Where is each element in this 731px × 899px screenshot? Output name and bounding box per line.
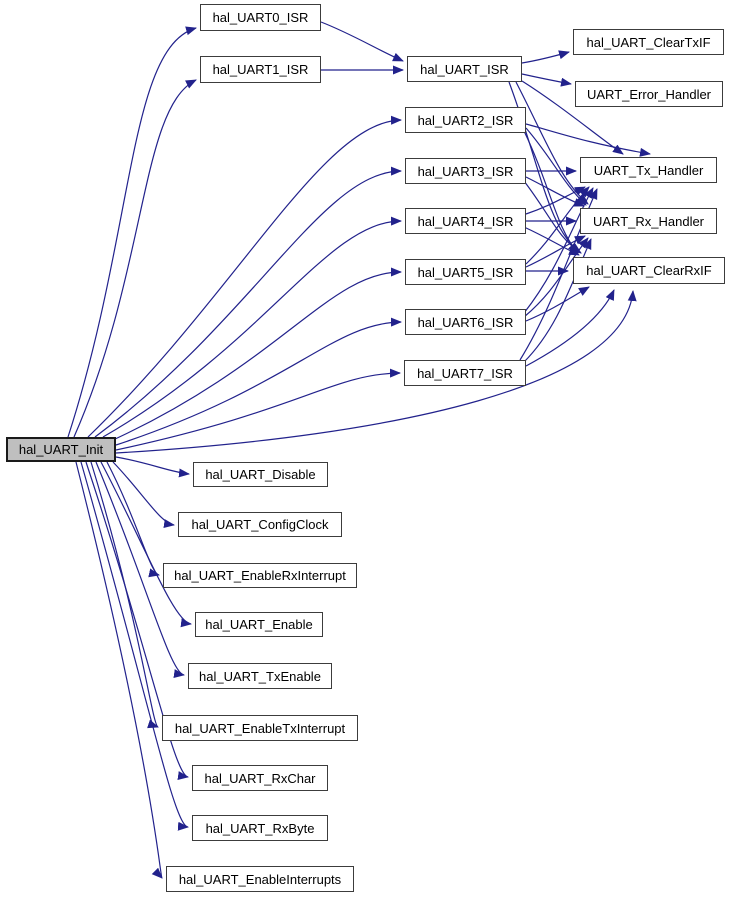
edge-init-to-enabletxint bbox=[90, 461, 159, 728]
edge-init-to-uart5-isr bbox=[112, 267, 402, 441]
node-label: hal_UART_RxByte bbox=[205, 820, 315, 836]
edge-uart4-isr-to-tx-handler bbox=[525, 186, 586, 215]
edge-uart3-isr-to-rx-handler bbox=[525, 176, 585, 207]
node-label: hal_UART_RxChar bbox=[204, 770, 316, 786]
edge-uart6-isr-to-clearrxif bbox=[525, 286, 590, 322]
edge-init-to-configclock bbox=[112, 461, 175, 529]
edge-uart-isr-to-error-handler bbox=[521, 73, 572, 87]
edge-uart-isr-to-cleartxif bbox=[521, 50, 570, 64]
edge-uart6-isr-to-tx-handler bbox=[523, 187, 594, 314]
node-rx-handler[interactable]: UART_Rx_Handler bbox=[580, 208, 717, 234]
node-label: hal_UART_EnableTxInterrupt bbox=[174, 720, 346, 736]
node-rxchar[interactable]: hal_UART_RxChar bbox=[192, 765, 328, 791]
edge-uart7-isr-to-rx-handler bbox=[523, 238, 592, 363]
node-label: hal_UART_EnableInterrupts bbox=[178, 871, 342, 887]
edge-init-to-uart4-isr bbox=[102, 216, 402, 438]
node-label: hal_UART_ISR bbox=[420, 61, 509, 77]
node-uart4-isr[interactable]: hal_UART4_ISR bbox=[405, 208, 526, 234]
node-error-handler[interactable]: UART_Error_Handler bbox=[575, 81, 723, 107]
node-enableints[interactable]: hal_UART_EnableInterrupts bbox=[166, 866, 354, 892]
edge-init-to-rxbyte bbox=[80, 461, 189, 831]
edge-uart7-isr-to-clearrxif bbox=[525, 289, 615, 367]
node-uart0-isr[interactable]: hal_UART0_ISR bbox=[200, 4, 321, 31]
edge-uart4-isr-to-clearrxif bbox=[523, 226, 580, 256]
node-txenable[interactable]: hal_UART_TxEnable bbox=[188, 663, 332, 689]
edge-init-to-disable bbox=[115, 456, 190, 478]
edge-init-to-enableints bbox=[75, 461, 163, 879]
edge-init-to-uart6-isr bbox=[115, 317, 402, 446]
node-label: hal_UART5_ISR bbox=[417, 264, 514, 280]
node-uart3-isr[interactable]: hal_UART3_ISR bbox=[405, 158, 526, 184]
edge-init-to-uart0-isr bbox=[67, 26, 197, 438]
node-label: hal_UART6_ISR bbox=[417, 314, 514, 330]
node-label: hal_UART_ConfigClock bbox=[191, 517, 329, 532]
node-label: hal_UART1_ISR bbox=[212, 62, 309, 77]
node-cleartxif[interactable]: hal_UART_ClearTxIF bbox=[573, 29, 724, 55]
node-enable[interactable]: hal_UART_Enable bbox=[195, 612, 323, 637]
edge-init-to-rxchar bbox=[85, 461, 189, 780]
node-label: hal_UART_ClearRxIF bbox=[586, 263, 712, 278]
node-label: UART_Rx_Handler bbox=[592, 213, 705, 229]
node-label: hal_UART_ClearTxIF bbox=[586, 34, 711, 50]
edge-uart2-isr-to-tx-handler bbox=[525, 123, 651, 157]
node-rxbyte[interactable]: hal_UART_RxByte bbox=[192, 815, 328, 841]
node-label: hal_UART7_ISR bbox=[417, 365, 513, 381]
edge-init-to-uart2-isr bbox=[87, 115, 402, 438]
node-label: UART_Error_Handler bbox=[586, 86, 712, 102]
node-uart5-isr[interactable]: hal_UART5_ISR bbox=[405, 259, 526, 285]
edge-init-to-clearrxif bbox=[115, 290, 637, 454]
node-enablerxint[interactable]: hal_UART_EnableRxInterrupt bbox=[163, 563, 357, 588]
node-uart6-isr[interactable]: hal_UART6_ISR bbox=[405, 309, 526, 335]
node-uart-isr[interactable]: hal_UART_ISR bbox=[407, 56, 522, 82]
node-label: hal_UART3_ISR bbox=[417, 163, 514, 179]
node-label: hal_UART_Enable bbox=[205, 617, 313, 632]
node-label: hal_UART4_ISR bbox=[417, 213, 514, 229]
node-configclock[interactable]: hal_UART_ConfigClock bbox=[178, 512, 342, 537]
edge-uart0-isr-to-uart-isr bbox=[320, 21, 404, 62]
node-label: hal_UART_Disable bbox=[205, 467, 316, 482]
node-init: hal_UART_Init bbox=[6, 437, 116, 462]
node-label: hal_UART0_ISR bbox=[212, 10, 309, 25]
node-clearrxif[interactable]: hal_UART_ClearRxIF bbox=[573, 257, 725, 284]
edge-init-to-uart3-isr bbox=[94, 166, 402, 438]
node-disable[interactable]: hal_UART_Disable bbox=[193, 462, 328, 487]
edge-init-to-uart1-isr bbox=[73, 79, 197, 438]
node-uart2-isr[interactable]: hal_UART2_ISR bbox=[405, 107, 526, 133]
node-enabletxint[interactable]: hal_UART_EnableTxInterrupt bbox=[162, 715, 358, 741]
node-label: hal_UART_Init bbox=[18, 442, 104, 457]
node-uart1-isr[interactable]: hal_UART1_ISR bbox=[200, 56, 321, 83]
node-tx-handler[interactable]: UART_Tx_Handler bbox=[580, 157, 717, 183]
node-label: hal_UART2_ISR bbox=[417, 112, 514, 128]
edge-uart6-isr-to-rx-handler bbox=[523, 237, 589, 318]
node-label: UART_Tx_Handler bbox=[593, 162, 704, 178]
edge-init-to-txenable bbox=[95, 461, 185, 678]
node-uart7-isr[interactable]: hal_UART7_ISR bbox=[404, 360, 526, 386]
node-label: hal_UART_TxEnable bbox=[199, 668, 321, 684]
edge-init-to-uart7-isr bbox=[115, 368, 401, 451]
edge-init-to-enable bbox=[100, 461, 192, 628]
edge-uart5-isr-to-tx-handler bbox=[525, 186, 590, 265]
node-label: hal_UART_EnableRxInterrupt bbox=[174, 568, 346, 583]
